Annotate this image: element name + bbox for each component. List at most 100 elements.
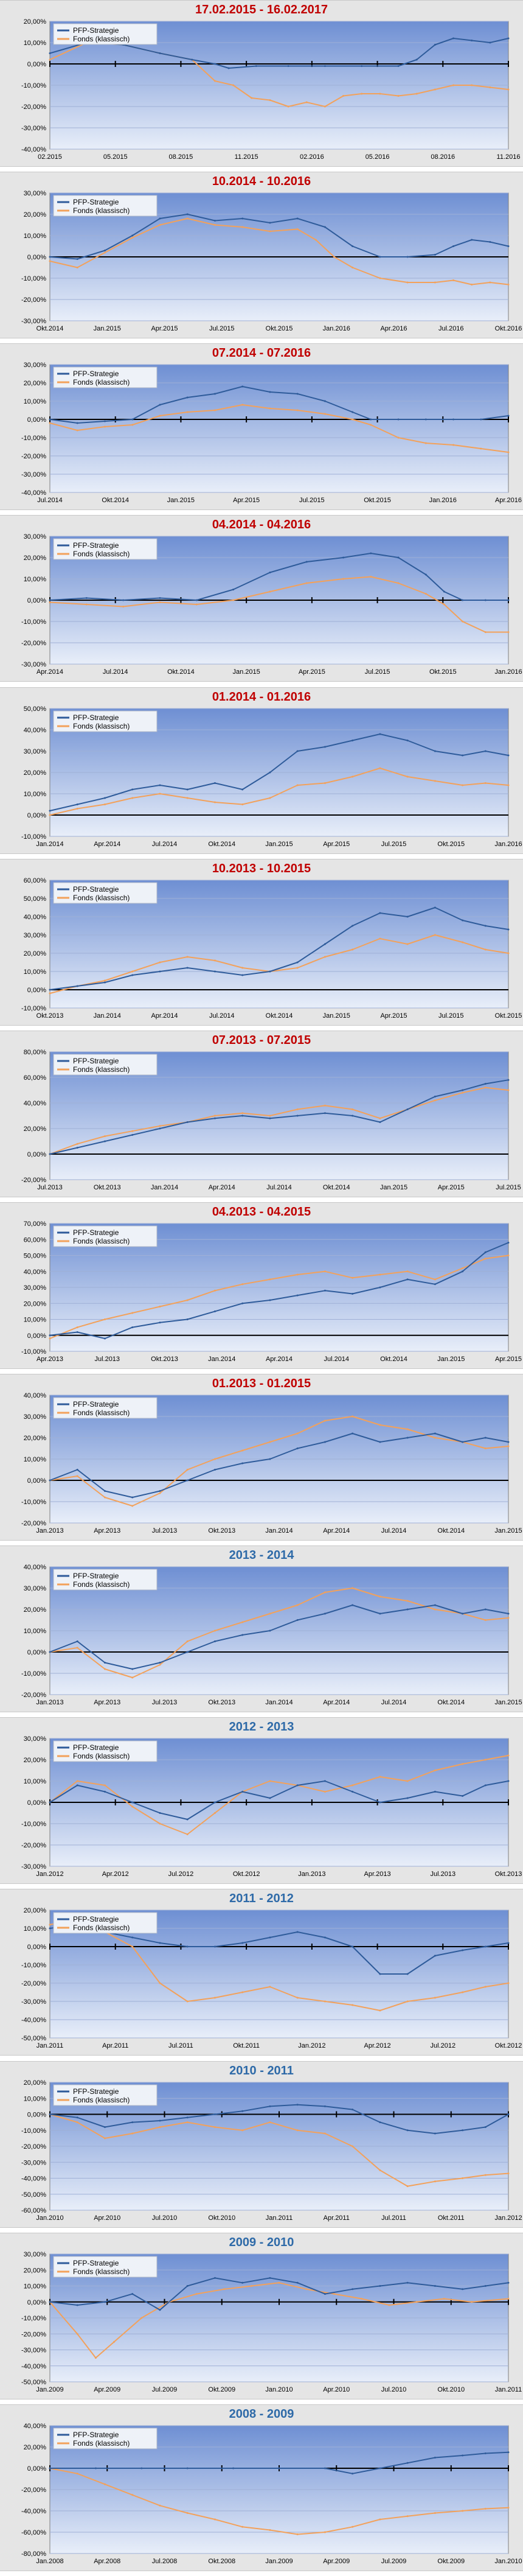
x-tick-label: Jul.2015 — [381, 841, 407, 848]
x-tick-label: Jul.2014 — [381, 1699, 407, 1706]
data-point — [159, 404, 161, 406]
legend-label: Fonds (klassisch) — [73, 2439, 130, 2448]
data-point — [213, 80, 216, 82]
data-point — [406, 1780, 409, 1782]
x-tick-label: Jan.2015 — [233, 668, 260, 676]
data-point — [131, 2132, 134, 2135]
data-point — [269, 797, 271, 799]
data-point — [406, 740, 409, 741]
data-point — [103, 1668, 106, 1670]
data-point — [507, 784, 510, 786]
data-point — [186, 2121, 189, 2124]
data-point — [186, 956, 189, 958]
data-point — [223, 2288, 226, 2291]
x-tick-label: Jul.2015 — [438, 1012, 464, 1020]
data-point — [49, 810, 51, 812]
data-point — [76, 2116, 78, 2119]
data-point — [213, 1289, 216, 1292]
data-point — [49, 599, 51, 601]
y-tick-label: -20,00% — [21, 2143, 46, 2151]
series-line-fund — [49, 2468, 509, 2535]
data-point — [434, 1278, 436, 1281]
data-point — [434, 934, 436, 936]
x-tick-label: Jul.2014 — [152, 841, 178, 848]
x-tick-label: 05.2016 — [365, 153, 390, 161]
x-tick-label: Okt.2014 — [266, 1012, 293, 1020]
y-tick-label: -10,00% — [21, 82, 46, 89]
data-point — [484, 2174, 487, 2176]
series-line-fund — [49, 934, 509, 994]
line-chart: 70,00% 60,00% 50,00% 40,00% 30,00% 20,00% 10,0… — [21, 1220, 522, 1363]
data-point — [159, 415, 161, 417]
data-point — [159, 1490, 161, 1492]
y-tick-label: 20,00% — [24, 2267, 47, 2274]
chart-panel: 10.2014 - 10.2016 30,00% 20,00% 10,00% 0,00%… — [0, 172, 523, 338]
data-point — [434, 44, 436, 46]
data-point — [379, 2285, 381, 2287]
data-point — [131, 234, 134, 237]
data-point — [241, 1283, 244, 1286]
data-point — [480, 447, 482, 450]
x-tick-label: Okt.2011 — [233, 2042, 260, 2049]
x-tick-label: Jan.2015 — [437, 1356, 465, 1363]
data-point — [296, 1619, 299, 1621]
data-point — [352, 1604, 354, 1606]
data-point — [484, 2126, 487, 2128]
data-point — [94, 2467, 97, 2469]
data-point — [191, 58, 193, 61]
y-tick-label: 80,00% — [24, 1049, 47, 1056]
data-point — [379, 1273, 381, 1276]
series-line-strategy — [49, 1433, 509, 1498]
y-tick-label: -40,00% — [21, 2363, 46, 2370]
legend-label: Fonds (klassisch) — [73, 1752, 130, 1760]
x-tick-label: Jan.2009 — [36, 2386, 63, 2393]
data-point — [324, 2293, 326, 2295]
y-tick-label: 30,00% — [24, 2251, 47, 2258]
data-point — [324, 1591, 326, 1594]
y-tick-label: -20,00% — [21, 1177, 46, 1184]
data-point — [287, 105, 289, 108]
data-point — [241, 2281, 244, 2284]
legend-box — [53, 882, 158, 904]
y-tick-label: 60,00% — [24, 877, 47, 884]
x-tick-label: Okt.2013 — [151, 1356, 178, 1363]
data-point — [352, 2288, 354, 2291]
x-tick-label: Jan.2011 — [495, 2386, 522, 2393]
x-tick-label: Apr.2014 — [266, 1356, 293, 1363]
data-point — [213, 782, 216, 784]
data-point — [361, 2298, 363, 2300]
y-tick-label: -30,00% — [21, 471, 46, 478]
data-point — [462, 2454, 464, 2457]
data-point — [269, 1441, 271, 1443]
data-point — [333, 2293, 335, 2295]
y-tick-label: 10,00% — [24, 398, 47, 405]
data-point — [397, 65, 400, 67]
y-tick-label: 40,00% — [24, 1100, 47, 1107]
chart-panel: 04.2014 - 04.2016 30,00% 20,00% 10,00% 0,00%… — [0, 515, 523, 682]
line-chart: 40,00% 20,00% 0,00% -20,00% -40,00% -60,00% -8… — [21, 2423, 522, 2565]
data-point — [406, 1973, 409, 1975]
y-tick-label: 30,00% — [24, 1585, 47, 1592]
legend-label: PFP-Strategie — [73, 2431, 119, 2439]
data-point — [462, 941, 464, 943]
data-point — [379, 2009, 381, 2012]
x-tick-label: Apr.2015 — [323, 841, 350, 848]
legend-label: Fonds (klassisch) — [73, 35, 130, 43]
data-point — [49, 418, 51, 421]
data-point — [213, 1469, 216, 1471]
y-tick-label: 20,00% — [24, 380, 47, 387]
y-tick-label: 60,00% — [24, 1236, 47, 1244]
y-tick-label: 10,00% — [24, 576, 47, 583]
data-point — [103, 1490, 106, 1492]
x-tick-label: Apr.2013 — [364, 1871, 391, 1878]
y-tick-label: 20,00% — [24, 2444, 47, 2451]
legend-label: Fonds (klassisch) — [73, 1065, 130, 1074]
x-tick-label: Jul.2013 — [152, 1527, 178, 1535]
chart-title: 2008 - 2009 — [229, 2407, 294, 2421]
series-line-fund — [49, 1087, 509, 1155]
data-point — [507, 631, 510, 633]
chart-title: 2012 - 2013 — [229, 1720, 294, 1734]
